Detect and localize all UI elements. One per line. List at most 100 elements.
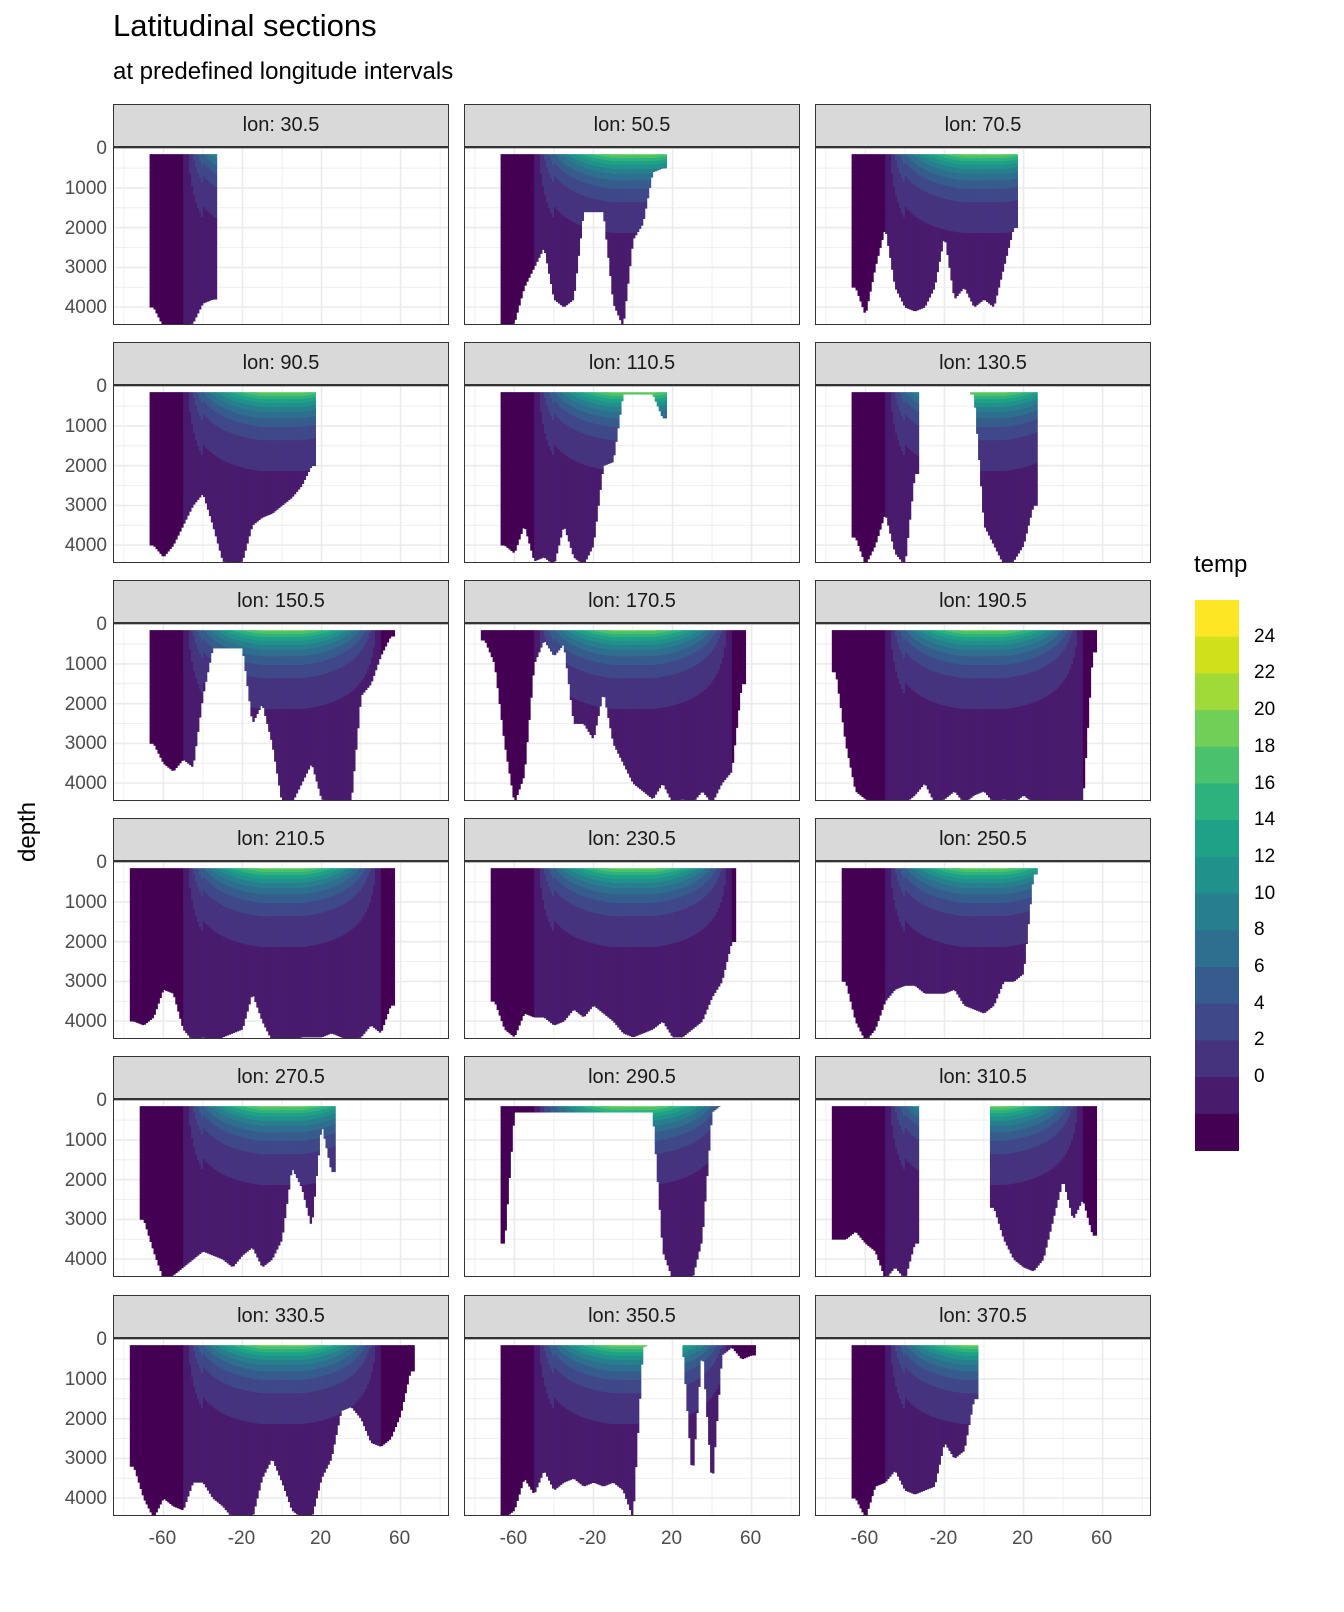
contour-band-cell: [993, 649, 997, 657]
contour-band-cell: [343, 637, 346, 644]
contour-band-cell: [942, 660, 945, 675]
contour-band-cell: [997, 392, 1001, 394]
contour-band-cell: [575, 640, 579, 647]
contour-band-cell: [956, 167, 959, 174]
contour-band-cell: [605, 438, 608, 465]
contour-band-cell: [220, 415, 224, 429]
contour-band-cell: [980, 398, 983, 403]
contour-band-cell: [642, 160, 646, 165]
contour-band-cell: [303, 708, 307, 778]
contour-band-cell: [581, 154, 584, 158]
contour-band-cell: [1011, 469, 1015, 562]
contour-band-cell: [256, 401, 259, 407]
contour-band-cell: [650, 154, 654, 159]
contour-band-cell: [579, 156, 583, 162]
contour-band-cell: [315, 706, 318, 782]
contour-band-cell: [690, 639, 693, 647]
contour-band-cell: [1029, 630, 1032, 632]
contour-band-cell: [551, 154, 555, 165]
contour-band-cell: [575, 402, 579, 409]
contour-band-cell: [987, 649, 991, 657]
contour-band-cell: [982, 655, 985, 665]
contour-band-cell: [621, 398, 624, 402]
contour-band-cell: [266, 439, 269, 472]
contour-band-cell: [569, 394, 573, 400]
contour-band-cell: [258, 664, 261, 678]
contour-band-cell: [960, 164, 963, 169]
contour-band-cell: [232, 643, 235, 649]
facet-strip-label: lon: 90.5: [113, 342, 449, 385]
contour-band-cell: [1037, 647, 1040, 657]
contour-band-cell: [634, 664, 638, 679]
contour-band-cell: [155, 154, 158, 314]
contour-band-cell: [987, 636, 991, 641]
contour-band-cell: [1009, 438, 1013, 471]
contour-band-cell: [197, 445, 200, 500]
contour-band-cell: [232, 392, 235, 394]
contour-band-cell: [551, 640, 555, 655]
contour-band-cell: [329, 643, 332, 651]
contour-band-cell: [702, 630, 705, 633]
contour-band-cell: [928, 630, 932, 633]
contour-band-cell: [640, 392, 644, 395]
contour-band-cell: [650, 392, 654, 394]
contour-band-cell: [355, 630, 358, 635]
contour-band-cell: [563, 185, 567, 217]
contour-band-cell: [266, 664, 269, 679]
contour-band-cell: [555, 392, 559, 395]
contour-band-cell: [291, 677, 295, 710]
contour-band-cell: [276, 633, 279, 638]
contour-band-cell: [1015, 468, 1018, 557]
contour-band-cell: [735, 630, 739, 728]
contour-band-cell: [627, 708, 630, 774]
contour-band-cell: [1011, 172, 1015, 180]
contour-band-cell: [595, 177, 598, 187]
contour-band-cell: [607, 157, 610, 161]
contour-band-cell: [843, 630, 847, 737]
contour-band-cell: [666, 638, 669, 643]
contour-band-cell: [1021, 436, 1024, 468]
contour-band-cell: [248, 424, 251, 439]
contour-band-cell: [952, 707, 955, 793]
contour-band-cell: [670, 652, 673, 662]
contour-band-cell: [595, 399, 598, 405]
contour-band-cell: [910, 644, 914, 659]
contour-band-cell: [1033, 657, 1036, 672]
contour-band-cell: [664, 631, 667, 636]
contour-band-cell: [551, 181, 555, 218]
contour-band-cell: [301, 392, 305, 396]
contour-band-cell: [571, 633, 575, 639]
contour-band-cell: [565, 662, 569, 669]
contour-band-cell: [660, 394, 664, 398]
contour-band-cell: [283, 470, 287, 504]
contour-band-cell: [972, 201, 975, 234]
contour-band-cell: [962, 232, 965, 289]
contour-band-cell: [240, 407, 243, 415]
contour-band-cell: [897, 166, 900, 203]
contour-band-cell: [593, 165, 596, 171]
contour-band-cell: [242, 467, 245, 558]
contour-band-cell: [930, 160, 934, 167]
contour-band-cell: [993, 406, 997, 413]
contour-band-cell: [932, 633, 935, 639]
contour-band-cell: [956, 156, 959, 161]
contour-band-cell: [311, 424, 315, 439]
contour-band-cell: [280, 417, 283, 427]
contour-band-cell: [985, 160, 989, 165]
chart-title: Latitudinal sections: [113, 8, 377, 43]
contour-band-cell: [902, 392, 906, 403]
contour-band-cell: [980, 157, 983, 162]
contour-band-cell: [262, 398, 265, 403]
contour-band-cell: [293, 392, 297, 394]
contour-band-cell: [351, 646, 354, 661]
contour-band-cell: [208, 213, 212, 301]
contour-band-cell: [656, 630, 660, 634]
contour-band-cell: [946, 229, 949, 256]
contour-band-cell: [355, 687, 358, 750]
contour-band-cell: [625, 649, 628, 657]
contour-band-cell: [303, 630, 307, 634]
contour-band-cell: [623, 188, 626, 203]
contour-band-cell: [214, 154, 218, 160]
contour-band-cell: [934, 162, 937, 168]
contour-band-cell: [987, 398, 991, 403]
